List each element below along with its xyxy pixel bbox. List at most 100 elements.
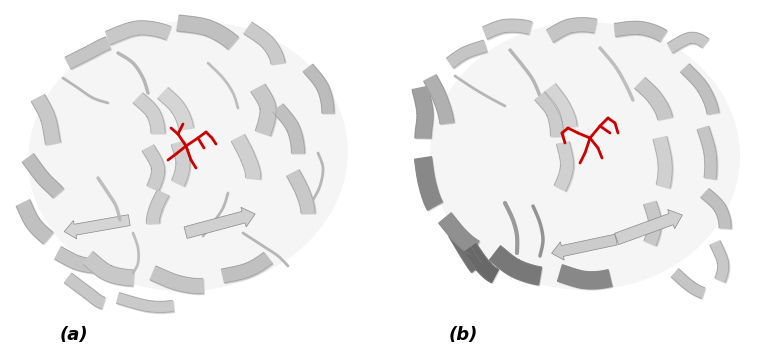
Polygon shape xyxy=(440,214,480,256)
Polygon shape xyxy=(287,170,315,213)
Polygon shape xyxy=(244,22,285,64)
Polygon shape xyxy=(545,84,577,126)
Polygon shape xyxy=(548,19,598,43)
Polygon shape xyxy=(654,137,672,188)
Polygon shape xyxy=(151,267,205,295)
Polygon shape xyxy=(413,87,434,139)
Polygon shape xyxy=(615,22,668,43)
Polygon shape xyxy=(134,94,166,134)
Polygon shape xyxy=(415,158,443,211)
Polygon shape xyxy=(484,20,533,40)
Polygon shape xyxy=(146,190,169,223)
Polygon shape xyxy=(65,215,130,239)
Polygon shape xyxy=(117,293,173,312)
Polygon shape xyxy=(65,37,110,69)
Polygon shape xyxy=(447,40,487,68)
Polygon shape xyxy=(143,146,166,192)
Polygon shape xyxy=(412,86,433,138)
Polygon shape xyxy=(304,65,335,114)
Polygon shape xyxy=(449,229,482,272)
Polygon shape xyxy=(245,23,286,65)
Polygon shape xyxy=(654,137,673,189)
Polygon shape xyxy=(83,252,134,286)
Polygon shape xyxy=(554,142,573,191)
Polygon shape xyxy=(615,21,667,42)
Polygon shape xyxy=(184,207,255,239)
Polygon shape xyxy=(645,202,663,246)
Polygon shape xyxy=(117,294,174,313)
Polygon shape xyxy=(16,200,53,244)
Polygon shape xyxy=(178,16,239,50)
Polygon shape xyxy=(535,92,563,136)
Polygon shape xyxy=(701,189,731,228)
Polygon shape xyxy=(559,266,613,290)
Polygon shape xyxy=(450,230,483,273)
Polygon shape xyxy=(148,191,170,224)
Polygon shape xyxy=(84,253,135,287)
Polygon shape xyxy=(672,270,706,299)
Polygon shape xyxy=(697,126,717,179)
Polygon shape xyxy=(107,22,171,45)
Polygon shape xyxy=(558,265,612,289)
Polygon shape xyxy=(482,19,532,39)
Polygon shape xyxy=(273,104,304,153)
Polygon shape xyxy=(447,41,488,69)
Polygon shape xyxy=(465,245,499,284)
Polygon shape xyxy=(65,274,106,310)
Polygon shape xyxy=(489,246,541,285)
Polygon shape xyxy=(31,94,61,144)
Polygon shape xyxy=(698,127,718,180)
Polygon shape xyxy=(133,93,165,133)
Polygon shape xyxy=(303,64,334,113)
Polygon shape xyxy=(643,201,661,246)
Polygon shape xyxy=(65,273,105,309)
Polygon shape xyxy=(424,75,454,124)
Polygon shape xyxy=(222,252,272,283)
Polygon shape xyxy=(439,213,479,255)
Polygon shape xyxy=(545,85,578,127)
Polygon shape xyxy=(425,76,455,125)
Polygon shape xyxy=(223,253,273,284)
Polygon shape xyxy=(464,244,499,283)
Polygon shape xyxy=(682,65,720,115)
Polygon shape xyxy=(552,234,617,260)
Ellipse shape xyxy=(430,22,740,290)
Polygon shape xyxy=(536,93,565,137)
Ellipse shape xyxy=(28,21,348,291)
Polygon shape xyxy=(288,171,316,214)
Polygon shape xyxy=(702,190,732,229)
Polygon shape xyxy=(17,201,54,245)
Polygon shape xyxy=(142,145,165,191)
Polygon shape xyxy=(54,247,98,273)
Polygon shape xyxy=(171,141,190,186)
Polygon shape xyxy=(547,18,597,42)
Polygon shape xyxy=(415,157,443,210)
Polygon shape xyxy=(710,241,729,282)
Polygon shape xyxy=(150,266,203,294)
Polygon shape xyxy=(177,15,238,49)
Polygon shape xyxy=(23,154,63,197)
Polygon shape xyxy=(23,155,65,198)
Polygon shape xyxy=(159,89,194,130)
Polygon shape xyxy=(252,85,277,137)
Polygon shape xyxy=(274,105,306,154)
Polygon shape xyxy=(490,247,542,286)
Polygon shape xyxy=(635,78,672,120)
Polygon shape xyxy=(555,143,574,192)
Polygon shape xyxy=(615,209,682,245)
Polygon shape xyxy=(172,142,191,187)
Polygon shape xyxy=(251,84,276,136)
Polygon shape xyxy=(671,269,705,298)
Polygon shape xyxy=(668,33,710,54)
Polygon shape xyxy=(711,242,730,283)
Polygon shape xyxy=(231,135,261,179)
Polygon shape xyxy=(233,136,261,180)
Polygon shape xyxy=(668,32,709,53)
Polygon shape xyxy=(66,38,111,70)
Polygon shape xyxy=(56,248,99,274)
Text: (b): (b) xyxy=(448,327,478,344)
Polygon shape xyxy=(681,64,719,114)
Polygon shape xyxy=(106,21,170,45)
Polygon shape xyxy=(636,78,673,120)
Polygon shape xyxy=(158,88,194,129)
